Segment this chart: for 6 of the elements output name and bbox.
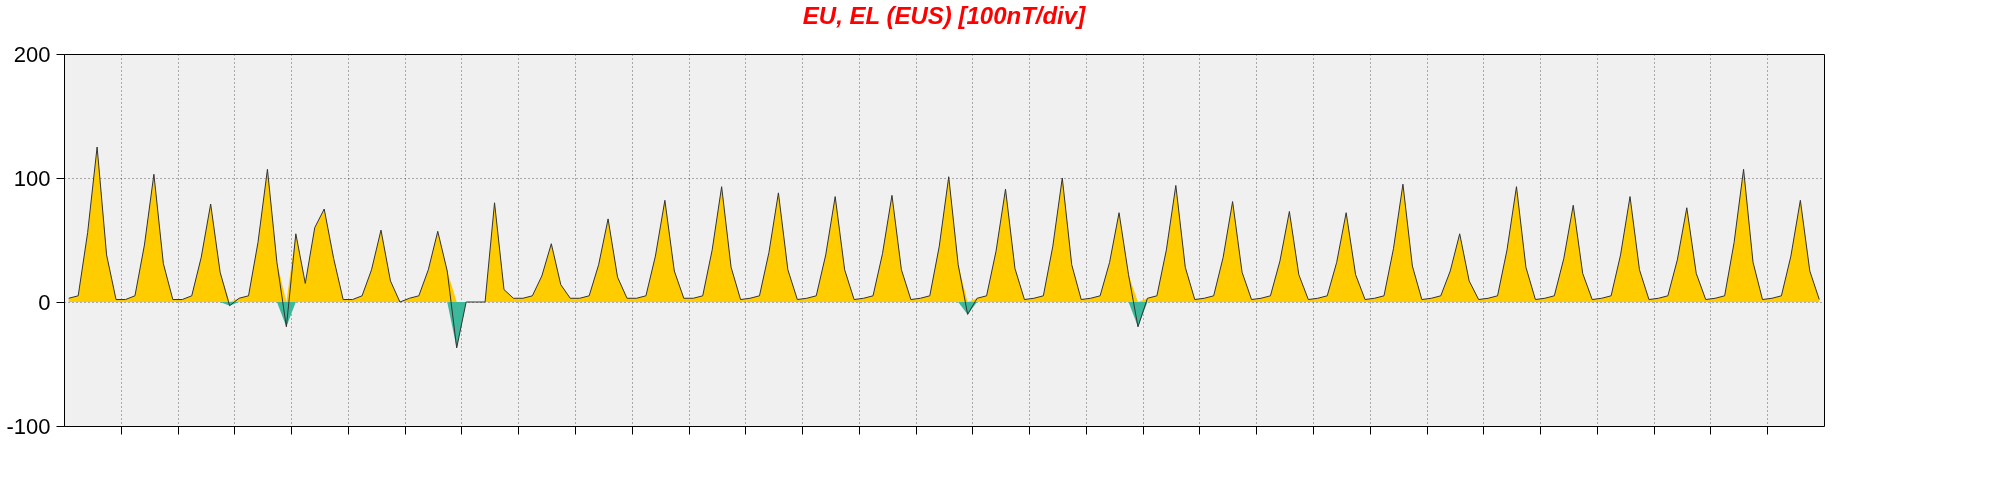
y-tick-label: 0 — [38, 289, 51, 315]
y-tick-label: 200 — [13, 41, 51, 67]
chart-title: EU, EL (EUS) [100nT/div] — [802, 2, 1087, 29]
line-series — [68, 146, 1820, 349]
y-tick-label: -100 — [6, 413, 51, 439]
y-tick-label: 100 — [13, 165, 51, 191]
